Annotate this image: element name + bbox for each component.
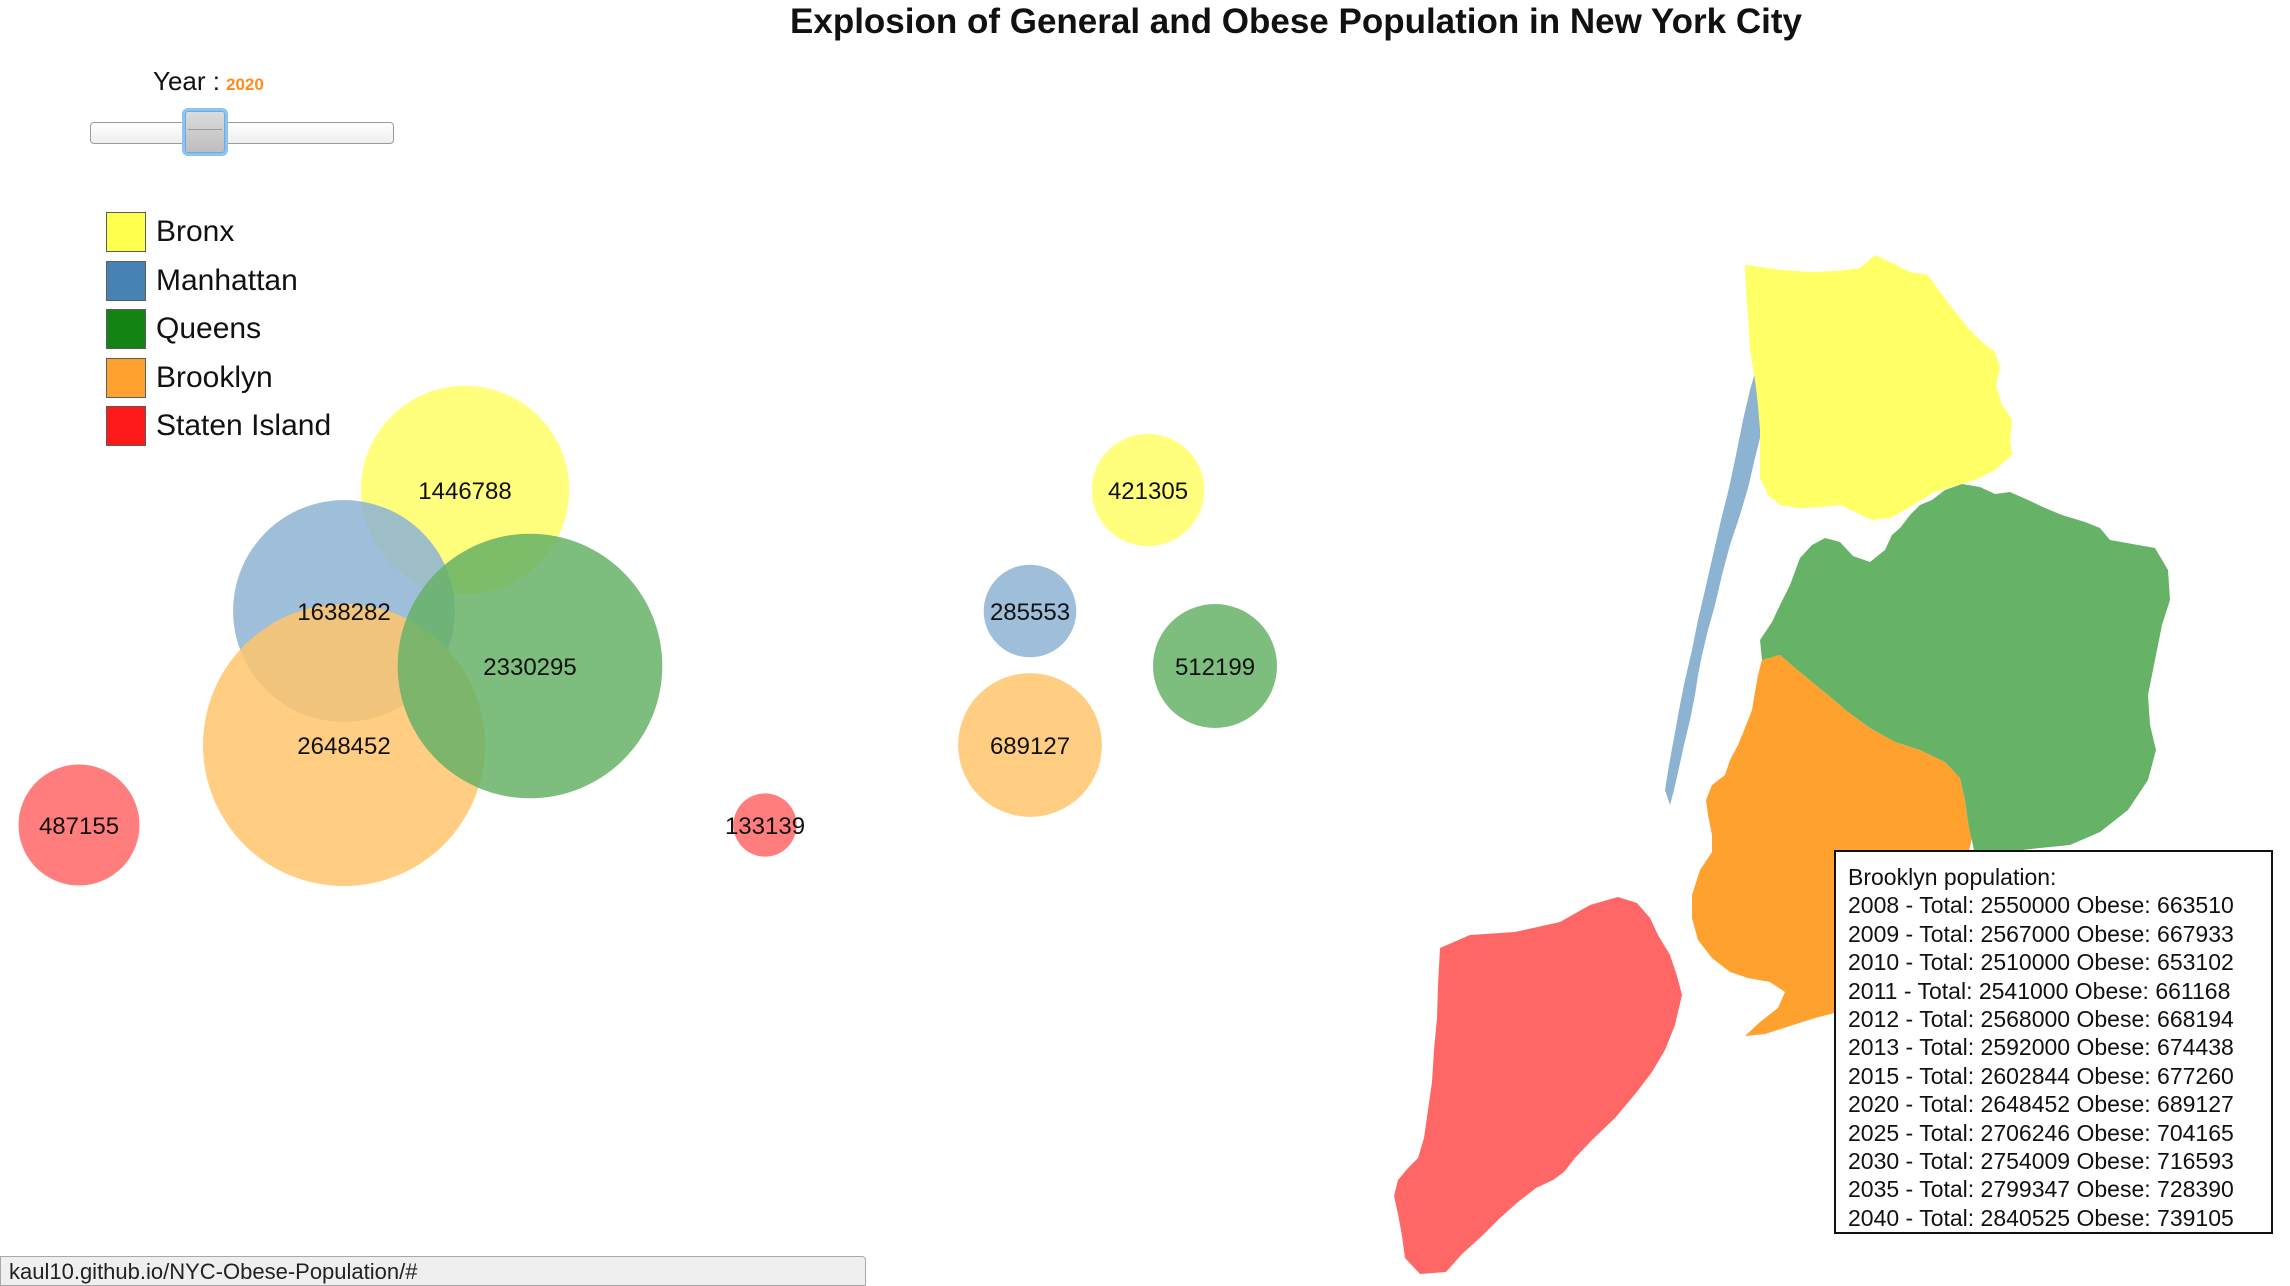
bubble-value-label: 421305 xyxy=(1108,478,1188,505)
map-borough-staten-island[interactable] xyxy=(1394,897,1682,1274)
tooltip-line: 2008 - Total: 2550000 Obese: 663510 xyxy=(1848,892,2234,919)
bubble-value-label: 2648452 xyxy=(297,733,390,760)
legend-swatch xyxy=(106,406,146,446)
tooltip-line: 2012 - Total: 2568000 Obese: 668194 xyxy=(1848,1006,2234,1033)
status-bar-url: kaul10.github.io/NYC-Obese-Population/# xyxy=(0,1256,866,1286)
bubble-value-label: 487155 xyxy=(39,813,119,840)
bubble-obese-brooklyn[interactable] xyxy=(958,673,1102,817)
tooltip-line: 2015 - Total: 2602844 Obese: 677260 xyxy=(1848,1062,2234,1089)
bubble-total-queens[interactable] xyxy=(397,533,663,799)
year-slider-track[interactable] xyxy=(90,122,394,144)
year-slider-handle[interactable] xyxy=(182,108,228,156)
tooltip-line: 2025 - Total: 2706246 Obese: 704165 xyxy=(1848,1119,2234,1146)
tooltip-line: 2020 - Total: 2648452 Obese: 689127 xyxy=(1848,1091,2234,1118)
bubble-value-label: 285553 xyxy=(990,599,1070,626)
legend-label: Queens xyxy=(156,312,262,345)
map-borough-queens[interactable] xyxy=(1760,484,2170,855)
bubble-chart: 1446788 1638282 2330295 2648452 487155 421305… xyxy=(18,385,1277,886)
bubble-value-label: 1638282 xyxy=(297,599,390,626)
bubble-obese-staten-island[interactable] xyxy=(733,793,797,857)
legend-label: Bronx xyxy=(156,215,235,248)
tooltip-line: 2013 - Total: 2592000 Obese: 674438 xyxy=(1848,1034,2234,1061)
bubble-value-label: 2330295 xyxy=(483,654,576,681)
year-control-label: Year : 2020 xyxy=(153,66,264,97)
tooltip-line: 2009 - Total: 2567000 Obese: 667933 xyxy=(1848,920,2234,947)
legend-label: Manhattan xyxy=(156,263,298,297)
bubble-value-label: 1446788 xyxy=(418,478,511,505)
legend-label: Brooklyn xyxy=(156,360,273,394)
tooltip-line: 2035 - Total: 2799347 Obese: 728390 xyxy=(1848,1176,2234,1203)
bubble-value-label: 689127 xyxy=(990,733,1070,760)
legend-swatch xyxy=(106,212,146,252)
year-label-text: Year : xyxy=(153,66,220,96)
tooltip-line: 2011 - Total: 2541000 Obese: 661168 xyxy=(1848,977,2231,1004)
legend-swatch xyxy=(106,357,146,398)
map-borough-manhattan[interactable] xyxy=(1665,345,1778,805)
borough-tooltip: Brooklyn population: 2008 - Total: 25500… xyxy=(1834,850,2273,1234)
tooltip-line: 2030 - Total: 2754009 Obese: 716593 xyxy=(1848,1148,2234,1175)
bubble-obese-queens[interactable] xyxy=(1153,604,1277,728)
legend-swatch xyxy=(106,260,146,301)
tooltip-line: 2010 - Total: 2510000 Obese: 653102 xyxy=(1848,949,2234,976)
year-value: 2020 xyxy=(225,75,264,94)
legend-swatch xyxy=(106,309,146,349)
tooltip-line: 2040 - Total: 2840525 Obese: 739105 xyxy=(1848,1204,2234,1231)
bubble-obese-bronx[interactable] xyxy=(1091,433,1205,547)
bubble-total-staten-island[interactable] xyxy=(18,764,140,886)
bubble-value-label: 512199 xyxy=(1175,654,1255,681)
legend-label: Staten Island xyxy=(156,409,332,442)
bubble-obese-manhattan[interactable] xyxy=(983,564,1077,658)
map-borough-bronx[interactable] xyxy=(1745,255,2012,520)
chart-title: Explosion of General and Obese Populatio… xyxy=(790,2,1802,41)
bubble-value-label: 133139 xyxy=(725,813,805,840)
tooltip-heading: Brooklyn population: xyxy=(1848,864,2057,890)
